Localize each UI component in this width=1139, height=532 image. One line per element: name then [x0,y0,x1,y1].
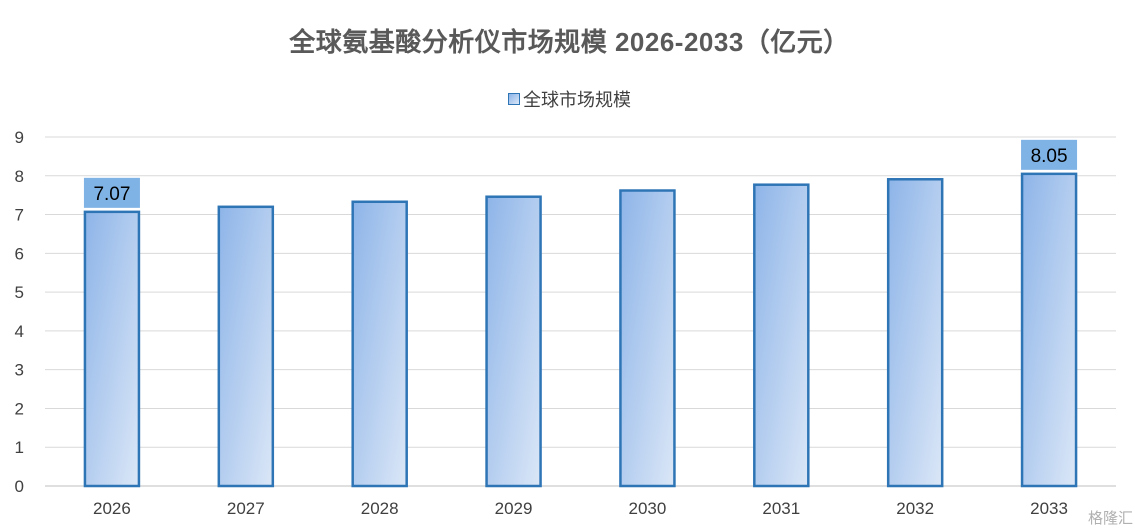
data-label-box [1021,139,1078,170]
y-tick-label: 6 [15,244,24,263]
data-label-box [83,177,140,208]
watermark: 格隆汇 [1087,510,1133,527]
legend-swatch [508,93,520,106]
chart-title: 全球氨基酸分析仪市场规模 2026-2033（亿元） [289,27,850,57]
y-tick-label: 4 [15,322,24,341]
y-tick-label: 1 [15,438,24,457]
legend-label: 全球市场规模 [523,90,631,110]
gridlines [45,136,1116,487]
legend: 全球市场规模 [0,86,1139,112]
data-label: 7.07 [83,177,140,208]
data-label-text: 8.05 [1031,146,1068,167]
y-tick-label: 3 [15,361,24,380]
x-tick-label: 2033 [1030,499,1068,518]
data-label-text: 7.07 [93,184,130,205]
bar [1020,172,1078,488]
y-tick-label: 0 [15,477,24,496]
x-tick-label: 2029 [495,499,533,518]
bar [351,200,408,488]
y-tick-label: 9 [15,128,24,147]
y-tick-label: 7 [15,206,24,225]
x-tick-label: 2026 [93,499,131,518]
y-axis: 0 1 2 3 4 5 6 7 8 9 [15,128,24,496]
y-tick-label: 5 [15,283,24,302]
bar [83,210,141,488]
data-labels: 7.07 8.05 [83,139,1078,208]
x-tick-label: 2027 [227,499,265,518]
x-tick-label: 2032 [896,499,934,518]
x-tick-label: 2028 [361,499,399,518]
bar [886,178,944,488]
bars [83,172,1078,488]
bar [619,189,676,488]
y-tick-label: 8 [15,167,24,186]
data-label: 8.05 [1021,139,1078,170]
y-tick-label: 2 [15,399,24,418]
bar [753,183,810,488]
x-tick-label: 2031 [762,499,800,518]
bar [485,195,542,488]
x-tick-label: 2030 [629,499,667,518]
x-axis: 2026 2027 2028 2029 2030 2031 2032 2033 [93,499,1068,518]
bar [217,205,275,488]
